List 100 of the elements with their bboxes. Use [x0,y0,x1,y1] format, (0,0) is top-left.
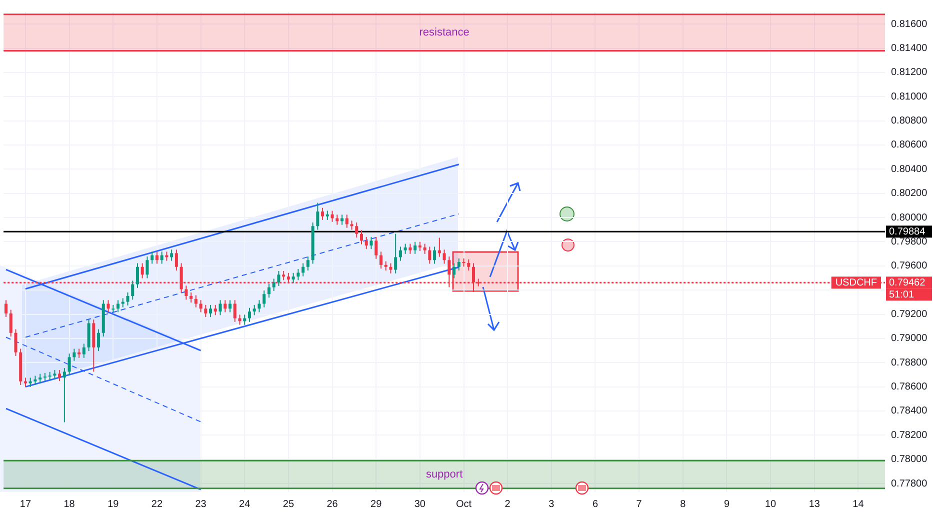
y-tick-label: 0.78800 [891,357,928,368]
candlestick [282,270,286,281]
y-tick-label: 0.78200 [891,430,928,441]
x-tick-label: 26 [326,498,338,510]
x-tick-label: Oct [456,498,472,510]
y-tick-label: 0.81600 [891,18,928,30]
candlestick [28,377,32,388]
candlestick [150,251,154,264]
candlestick [248,307,251,322]
candlestick [316,202,320,230]
x-tick-label: 7 [636,498,642,510]
candlestick [345,214,348,228]
candlestick [190,292,193,304]
candlestick [38,373,42,384]
candlestick [209,304,212,318]
y-tick-label: 0.79800 [891,236,928,248]
x-tick-label: 13 [808,498,820,510]
x-tick-label: 30 [414,498,426,510]
candlestick [34,375,37,386]
candlestick [4,300,8,318]
candlestick [136,262,139,288]
x-tick-label: 17 [20,498,32,510]
candlestick [194,294,198,308]
ref-line-label: 0.79884 [889,226,926,238]
candlestick [62,368,66,423]
y-tick-label: 0.80800 [891,116,928,127]
y-tick-label: 0.78400 [891,406,928,417]
candlestick [404,243,407,254]
candlestick [131,280,134,300]
candlestick [384,260,388,271]
candlestick [233,300,236,322]
candlestick [389,262,392,274]
candlestick [364,236,368,250]
candlestick [214,304,217,316]
candlestick [398,246,402,262]
band-label: resistance [419,26,470,39]
candlestick [204,304,208,318]
candlestick [199,300,202,313]
candlestick [418,241,422,252]
candlestick [321,207,324,220]
candlestick [126,292,130,306]
y-tick-label: 0.80200 [891,188,928,200]
band-label: support [426,468,463,480]
candlestick [414,241,417,254]
x-tick-label: 3 [548,498,555,510]
candlestick [267,283,270,298]
candlestick [292,272,295,284]
candlestick [408,243,412,254]
y-tick-label: 0.80400 [891,164,928,175]
candlestick [116,300,120,313]
candlestick [68,353,71,376]
x-tick-label: 8 [680,498,686,510]
candlestick [394,233,398,274]
y-tick-label: 0.78000 [891,454,928,466]
x-tick-label: 23 [195,498,207,510]
candlestick [452,262,456,279]
candlestick [9,309,12,338]
candlestick [218,300,222,316]
x-tick-label: 22 [151,498,163,510]
candlestick [330,210,334,222]
y-tick-label: 0.79200 [891,309,928,320]
candlestick [174,249,178,271]
candlestick [302,262,305,277]
candlestick [155,251,158,264]
candlestick [72,348,76,362]
candlestick [433,246,436,264]
y-tick-label: 0.81400 [891,43,928,54]
candlestick [78,348,81,358]
candlestick [350,220,354,230]
candlestick [258,300,261,313]
candlestick [170,249,174,262]
candlestick [53,370,56,380]
candlestick [423,243,426,254]
y-tick-label: 0.81000 [891,91,928,102]
candlestick [428,246,432,264]
candlestick [228,300,232,313]
x-tick-label: 9 [724,498,730,510]
candlestick [184,285,188,300]
candlestick [262,290,266,308]
candlestick [296,268,300,281]
annotation: USDCHF [835,277,878,288]
candlestick [146,256,149,279]
candlestick [379,251,382,270]
candlestick [326,210,329,220]
candlestick [24,377,27,388]
candlestick [82,343,86,358]
ref-line-label: 0.79462 [889,277,926,288]
x-tick-label: 24 [239,498,251,510]
y-tick-label: 0.81200 [891,67,928,78]
candlestick [277,270,280,286]
x-tick-label: 29 [370,498,382,510]
candlestick [14,328,18,356]
candlestick [374,236,378,260]
x-tick-label: 18 [64,498,76,510]
candlestick [106,300,110,313]
y-tick-label: 0.79000 [891,333,928,344]
candlestick [442,249,446,264]
candlestick [355,222,358,238]
x-tick-label: 6 [592,498,598,510]
text: 51:01 [889,289,914,300]
